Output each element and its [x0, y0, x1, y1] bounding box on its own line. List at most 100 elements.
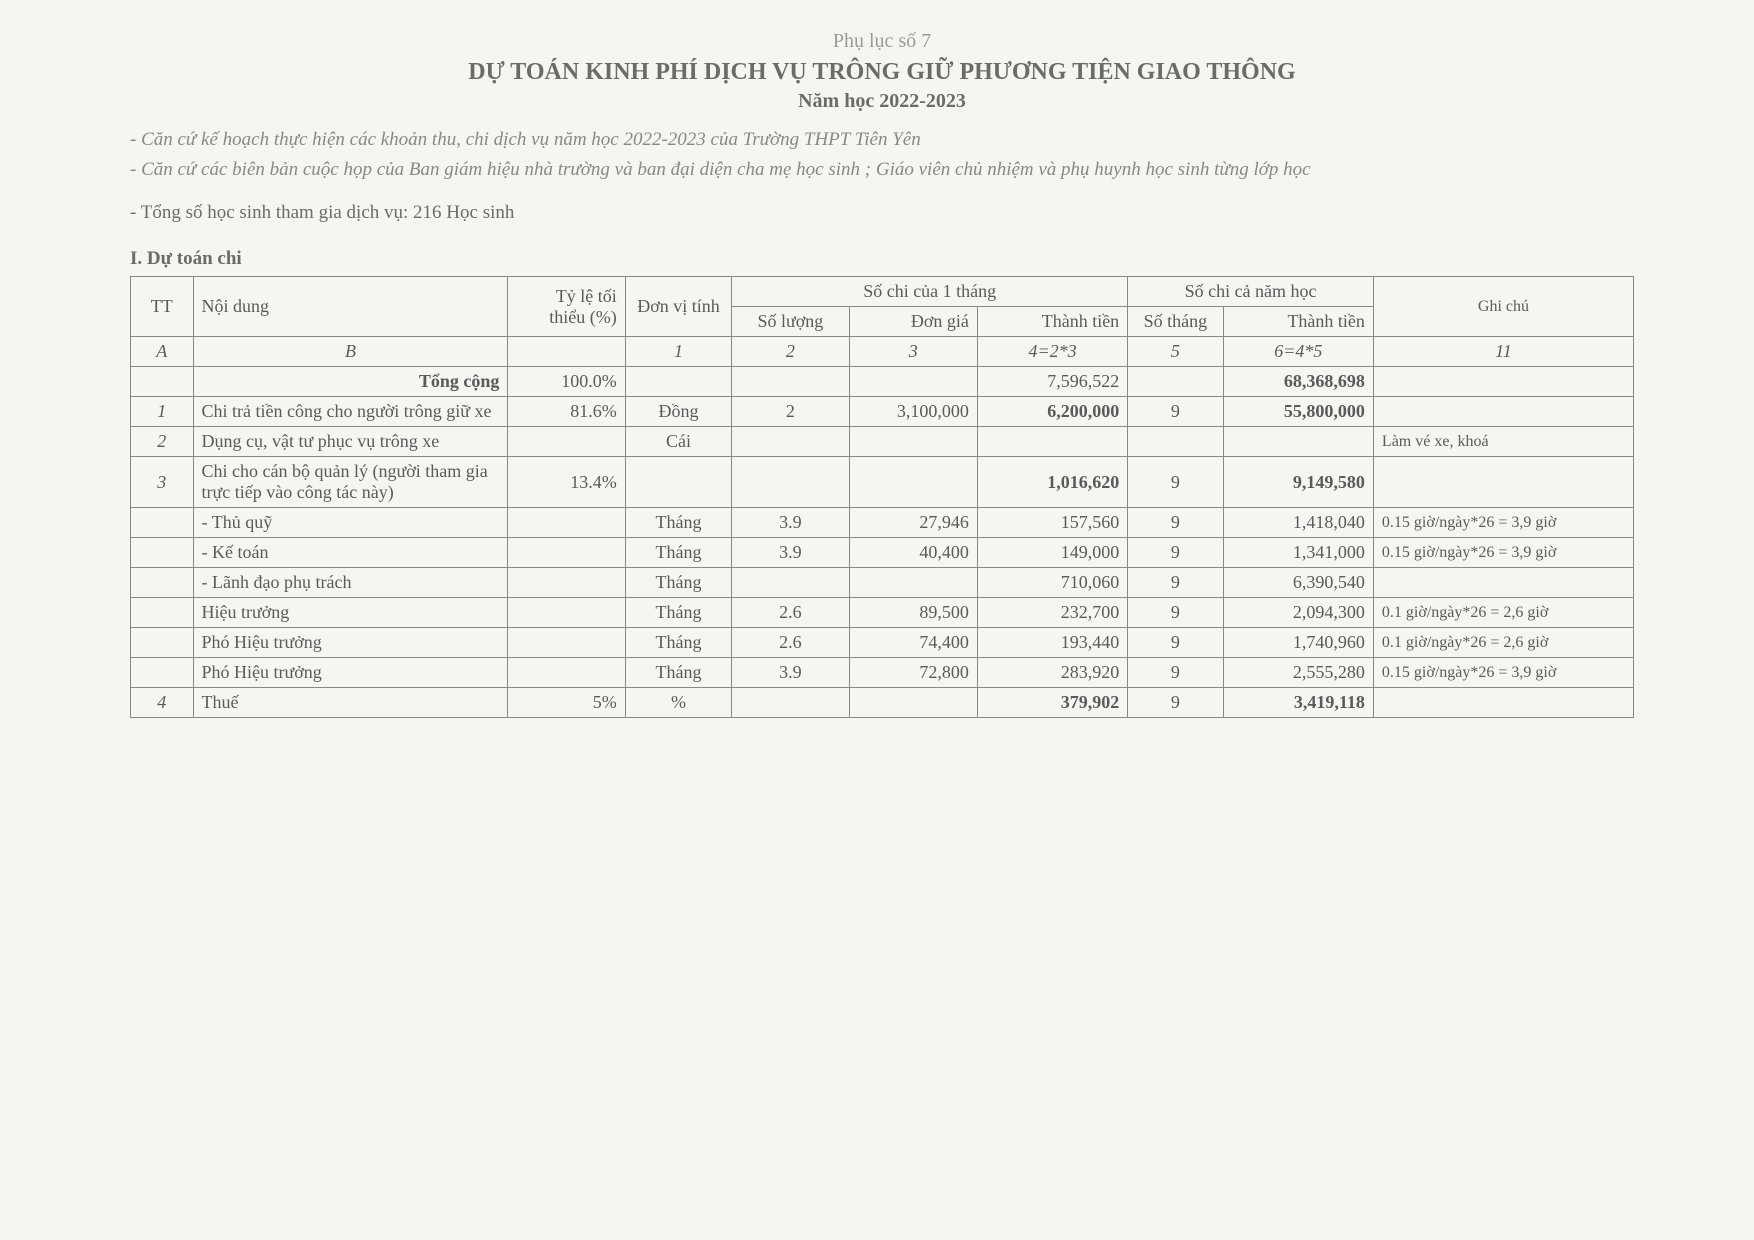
cell-ghichu: 0.1 giờ/ngày*26 = 2,6 giờ [1373, 628, 1633, 658]
cell-ghichu [1373, 688, 1633, 718]
cell-ghichu [1373, 397, 1633, 427]
cell-sothang: 9 [1128, 688, 1223, 718]
sum-tt1: 7,596,522 [977, 367, 1127, 397]
table-row: - Thủ quỹTháng3.927,946157,56091,418,040… [131, 508, 1634, 538]
sum-blank-gc [1373, 367, 1633, 397]
cell-sothang: 9 [1128, 397, 1223, 427]
cell-thanhtien-month: 1,016,620 [977, 457, 1127, 508]
sum-blank-tt [131, 367, 194, 397]
sum-blank-st [1128, 367, 1223, 397]
sum-tyle: 100.0% [508, 367, 625, 397]
cell-donvi: Tháng [625, 568, 731, 598]
cell-soluong [732, 427, 849, 457]
cell-tyle [508, 538, 625, 568]
table-row: - Lãnh đạo phụ tráchTháng710,06096,390,5… [131, 568, 1634, 598]
cell-dongia [849, 427, 977, 457]
cell-soluong: 3.9 [732, 508, 849, 538]
cell-tt [131, 598, 194, 628]
cell-noidung: Hiệu trưởng [193, 598, 508, 628]
cell-ghichu: 0.15 giờ/ngày*26 = 3,9 giờ [1373, 658, 1633, 688]
cell-tyle: 5% [508, 688, 625, 718]
cell-soluong [732, 568, 849, 598]
cell-dongia: 3,100,000 [849, 397, 977, 427]
cell-tt: 2 [131, 427, 194, 457]
sum-blank-dv [625, 367, 731, 397]
total-students: - Tổng số học sinh tham gia dịch vụ: 216… [130, 202, 1634, 224]
cell-noidung: - Thủ quỹ [193, 508, 508, 538]
sum-label: Tổng cộng [193, 367, 508, 397]
cell-dongia: 27,946 [849, 508, 977, 538]
cell-sothang: 9 [1128, 538, 1223, 568]
cell-thanhtien-year: 55,800,000 [1223, 397, 1373, 427]
cell-tt [131, 658, 194, 688]
header-row-1: TT Nội dung Tỷ lệ tối thiểu (%) Đơn vị t… [131, 277, 1634, 307]
cell-thanhtien-year [1223, 427, 1373, 457]
cell-tyle [508, 628, 625, 658]
cell-sothang: 9 [1128, 508, 1223, 538]
cell-sothang: 9 [1128, 658, 1223, 688]
cell-tt [131, 628, 194, 658]
col-thanhtien-month: Thành tiền [977, 307, 1127, 337]
cell-thanhtien-month: 157,560 [977, 508, 1127, 538]
cell-tyle [508, 658, 625, 688]
cell-donvi: Tháng [625, 538, 731, 568]
cell-soluong [732, 688, 849, 718]
col-noidung: Nội dung [193, 277, 508, 337]
cell-soluong [732, 457, 849, 508]
cell-thanhtien-year: 1,341,000 [1223, 538, 1373, 568]
cell-soluong: 3.9 [732, 658, 849, 688]
cell-thanhtien-month: 149,000 [977, 538, 1127, 568]
formula-row: A B 1 2 3 4=2*3 5 6=4*5 11 [131, 337, 1634, 367]
cell-noidung: Dụng cụ, vật tư phục vụ trông xe [193, 427, 508, 457]
cell-noidung: Phó Hiệu trưởng [193, 658, 508, 688]
cell-thanhtien-month: 283,920 [977, 658, 1127, 688]
table-row: 4Thuế5%%379,90293,419,118 [131, 688, 1634, 718]
cell-dongia [849, 457, 977, 508]
formula-blank1 [508, 337, 625, 367]
table-row: 3Chi cho cán bộ quản lý (người tham gia … [131, 457, 1634, 508]
cell-dongia: 40,400 [849, 538, 977, 568]
col-year-group: Số chi cả năm học [1128, 277, 1374, 307]
cell-sothang: 9 [1128, 628, 1223, 658]
formula-2: 2 [732, 337, 849, 367]
cell-tyle: 13.4% [508, 457, 625, 508]
cell-noidung: Chi trả tiền công cho người trông giữ xe [193, 397, 508, 427]
cell-thanhtien-year: 9,149,580 [1223, 457, 1373, 508]
cell-tyle [508, 427, 625, 457]
cell-noidung: - Kế toán [193, 538, 508, 568]
cell-ghichu: Làm vé xe, khoá [1373, 427, 1633, 457]
col-tyle: Tỷ lệ tối thiểu (%) [508, 277, 625, 337]
cell-noidung: - Lãnh đạo phụ trách [193, 568, 508, 598]
cell-thanhtien-year: 2,555,280 [1223, 658, 1373, 688]
formula-b: B [193, 337, 508, 367]
cell-thanhtien-year: 6,390,540 [1223, 568, 1373, 598]
cell-dongia: 89,500 [849, 598, 977, 628]
cell-donvi [625, 457, 731, 508]
cell-tyle [508, 568, 625, 598]
formula-3: 3 [849, 337, 977, 367]
cell-thanhtien-year: 1,740,960 [1223, 628, 1373, 658]
cell-noidung: Thuế [193, 688, 508, 718]
cell-soluong: 2 [732, 397, 849, 427]
cell-dongia [849, 568, 977, 598]
col-sothang: Số tháng [1128, 307, 1223, 337]
cell-tt [131, 568, 194, 598]
table-row: Phó Hiệu trưởngTháng2.674,400193,44091,7… [131, 628, 1634, 658]
cell-sothang: 9 [1128, 598, 1223, 628]
cell-dongia: 74,400 [849, 628, 977, 658]
cell-thanhtien-year: 1,418,040 [1223, 508, 1373, 538]
col-soluong: Số lượng [732, 307, 849, 337]
page-subtitle: Năm học 2022-2023 [130, 90, 1634, 113]
formula-4: 4=2*3 [977, 337, 1127, 367]
appendix-label: Phụ lục số 7 [130, 30, 1634, 53]
cell-dongia [849, 688, 977, 718]
cell-tyle [508, 598, 625, 628]
col-ghichu: Ghi chú [1373, 277, 1633, 337]
cell-donvi: Tháng [625, 628, 731, 658]
cell-thanhtien-month: 6,200,000 [977, 397, 1127, 427]
cell-donvi: Cái [625, 427, 731, 457]
formula-5: 5 [1128, 337, 1223, 367]
cell-sothang: 9 [1128, 457, 1223, 508]
table-row: - Kế toánTháng3.940,400149,00091,341,000… [131, 538, 1634, 568]
cell-noidung: Phó Hiệu trưởng [193, 628, 508, 658]
